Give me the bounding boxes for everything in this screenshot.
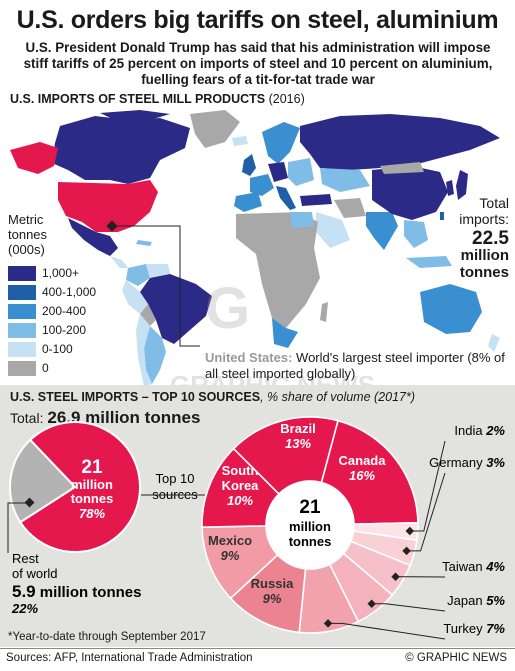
pie2-pct-brazil: 13% [285,436,311,451]
legend-item: 0 [8,360,49,376]
pie1-rest-label-1: Rest [12,551,39,566]
legend-item: 0-100 [8,341,73,357]
legend-label: 400-1,000 [42,285,96,299]
pie1-rest-value: 5.9 million tonnes [12,582,141,601]
map-madagascar [320,302,328,322]
total-imports-value: 22.5 million tonnes [399,230,509,281]
pie2-center-unit-1: million [289,519,331,534]
total-imports-label: Total imports: [399,195,509,227]
map-canada [52,116,190,184]
map-heading: U.S. Imports of Steel Mill Products (201… [10,92,305,106]
pie2-center-unit-2: tonnes [289,534,332,549]
legend-swatch [8,342,36,357]
legend-item: 400-1,000 [8,284,96,300]
legend-title: Metric tonnes (000s) [8,212,47,257]
pie2-pct-canada: 16% [349,468,375,483]
map-africa-central [256,248,320,328]
pie2-center-value: 21 [299,497,321,518]
legend-label: 1,000+ [42,266,79,280]
legend-swatch [8,266,36,281]
pie1-rest-label-2: of world [12,566,58,581]
pie2-label-brazil: Brazil [280,421,315,436]
map-spain [234,192,262,212]
subtitle: U.S. President Donald Trump has said tha… [18,40,498,88]
legend-label: 0-100 [42,342,73,356]
total-imports-number: 22.5 [399,230,509,247]
pie2-label-taiwan: Taiwan 4% [442,559,505,574]
legend-item: 1,000+ [8,265,79,281]
pie1-pct: 78% [79,506,105,521]
pie2-pct-south-korea: 10% [227,493,253,508]
map-heading-text: U.S. Imports of Steel Mill Products [10,92,265,106]
pie2-pct-mexico: 9% [221,548,240,563]
pie2-label-russia: Russia [251,576,294,591]
map-turkey [300,194,332,206]
map-caribbean [136,240,152,246]
map-scandinavia [262,122,300,164]
map-india [366,212,398,250]
map-colombia [126,264,150,286]
legend-item: 100-200 [8,322,86,338]
map-uk [242,154,256,176]
legend-swatch [8,323,36,338]
pie1-callout-top10-1: Top 10 [155,471,194,486]
pie2-label-south-korea: Korea [222,478,260,493]
map-russia [300,114,500,170]
legend-label: 0 [42,361,49,375]
page-title: U.S. orders big tariffs on steel, alumin… [0,6,515,35]
pie2-label-mexico: Mexico [208,533,252,548]
legend-item: 200-400 [8,303,86,319]
watermark-logo: G [205,275,250,342]
pie2-pct-russia: 9% [263,591,282,606]
map-korea [446,180,454,196]
pie1-rest-pct: 22% [11,601,38,616]
credit: © GRAPHIC NEWS [405,652,507,664]
pie2-label-india: India 2% [454,423,505,438]
us-note: United States: World's largest steel imp… [205,350,505,382]
map-central-america [110,256,128,268]
map-kazakhstan [320,168,370,192]
legend-label: 200-400 [42,304,86,318]
pie2-label-turkey: Turkey 7% [443,621,505,636]
map-egypt [290,212,314,228]
legend-swatch [8,361,36,376]
pie2-label-canada: Canada [339,453,387,468]
legend-swatch [8,285,36,300]
map-eastern-europe [288,158,314,186]
footnote: *Year-to-date through September 2017 [8,631,206,643]
map-italy [276,186,296,210]
map-alaska [10,142,58,174]
pie2-label-germany: Germany 3% [429,455,505,470]
legend-label: 100-200 [42,323,86,337]
sources: Sources: AFP, International Trade Admini… [6,652,253,664]
total-imports-unit: million tonnes [399,247,509,281]
map-france [250,174,274,196]
map-greenland [190,110,240,148]
pie1-unit-1: million [71,477,113,492]
map-heading-year: (2016) [269,92,305,106]
pie2-label-japan: Japan 5% [447,593,505,608]
map-australia [420,284,482,334]
map-germany [268,162,288,182]
us-note-label: United States: [205,350,292,365]
map-iceland [232,136,248,146]
pie1-unit-2: tonnes [71,491,114,506]
legend-swatch [8,304,36,319]
pie1-value: 21 [81,457,103,478]
map-iran [334,198,366,218]
